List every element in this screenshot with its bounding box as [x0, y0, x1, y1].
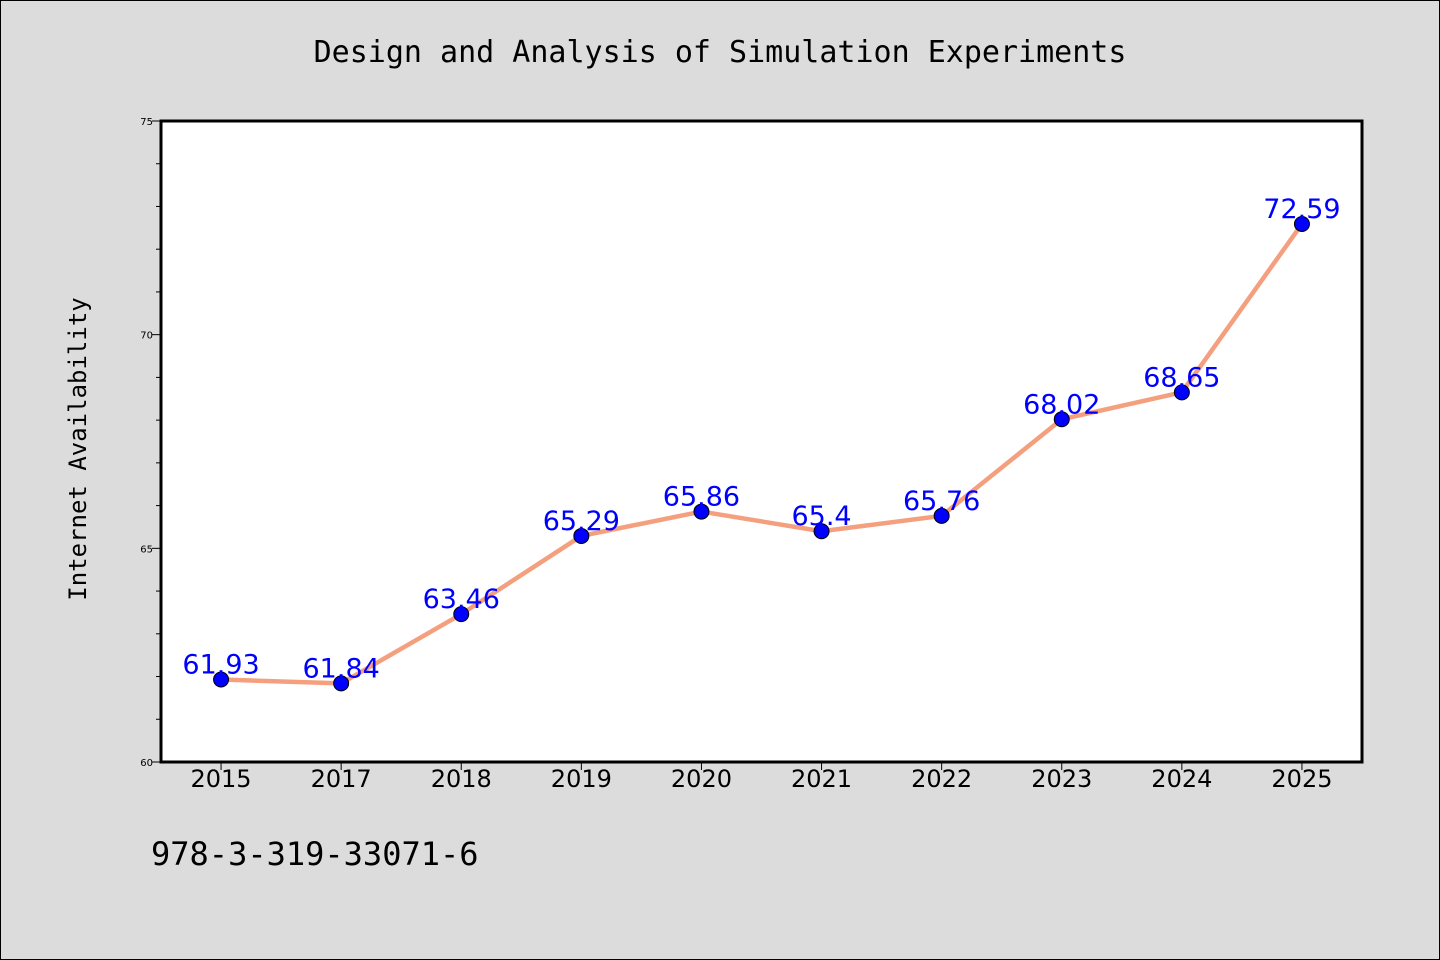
- data-point: [933, 507, 950, 524]
- data-point: [1293, 215, 1310, 232]
- data-label: 65.29: [543, 506, 620, 537]
- data-label: 63.46: [423, 584, 500, 615]
- data-label: 61.93: [182, 650, 259, 681]
- data-point: [453, 606, 470, 623]
- x-tick-label: 2020: [671, 765, 732, 793]
- y-tick-label: 60: [140, 758, 153, 769]
- isbn-label: 978-3-319-33071-6: [151, 835, 479, 873]
- data-label: 65.76: [903, 486, 980, 517]
- x-tick-label: 2017: [311, 765, 372, 793]
- series-line: [218, 221, 1305, 686]
- x-tick-label: 2024: [1151, 765, 1212, 793]
- data-point: [693, 503, 710, 520]
- data-label: 61.84: [303, 653, 380, 684]
- x-tick-label: 2018: [431, 765, 492, 793]
- data-point: [213, 671, 230, 688]
- y-tick-label: 70: [140, 331, 153, 342]
- data-point: [573, 527, 590, 544]
- y-tick-label: 75: [140, 117, 153, 128]
- data-label: 65.4: [791, 501, 851, 532]
- data-point: [813, 523, 830, 540]
- chart-title: Design and Analysis of Simulation Experi…: [313, 35, 1127, 70]
- data-label: 72.59: [1263, 194, 1340, 225]
- x-tick-label: 2021: [791, 765, 852, 793]
- x-tick-label: 2022: [911, 765, 972, 793]
- data-label: 65.86: [663, 482, 740, 513]
- x-tick-label: 2015: [191, 765, 252, 793]
- plot-area: [159, 119, 1364, 764]
- data-point: [1053, 411, 1070, 428]
- data-point: [1173, 384, 1190, 401]
- x-tick-label: 2023: [1031, 765, 1092, 793]
- x-tick-label: 2019: [551, 765, 612, 793]
- data-label: 68.65: [1143, 362, 1220, 393]
- data-label: 68.02: [1023, 389, 1100, 420]
- y-tick-label: 65: [140, 544, 153, 555]
- data-point: [333, 675, 350, 692]
- x-tick-label: 2025: [1271, 765, 1332, 793]
